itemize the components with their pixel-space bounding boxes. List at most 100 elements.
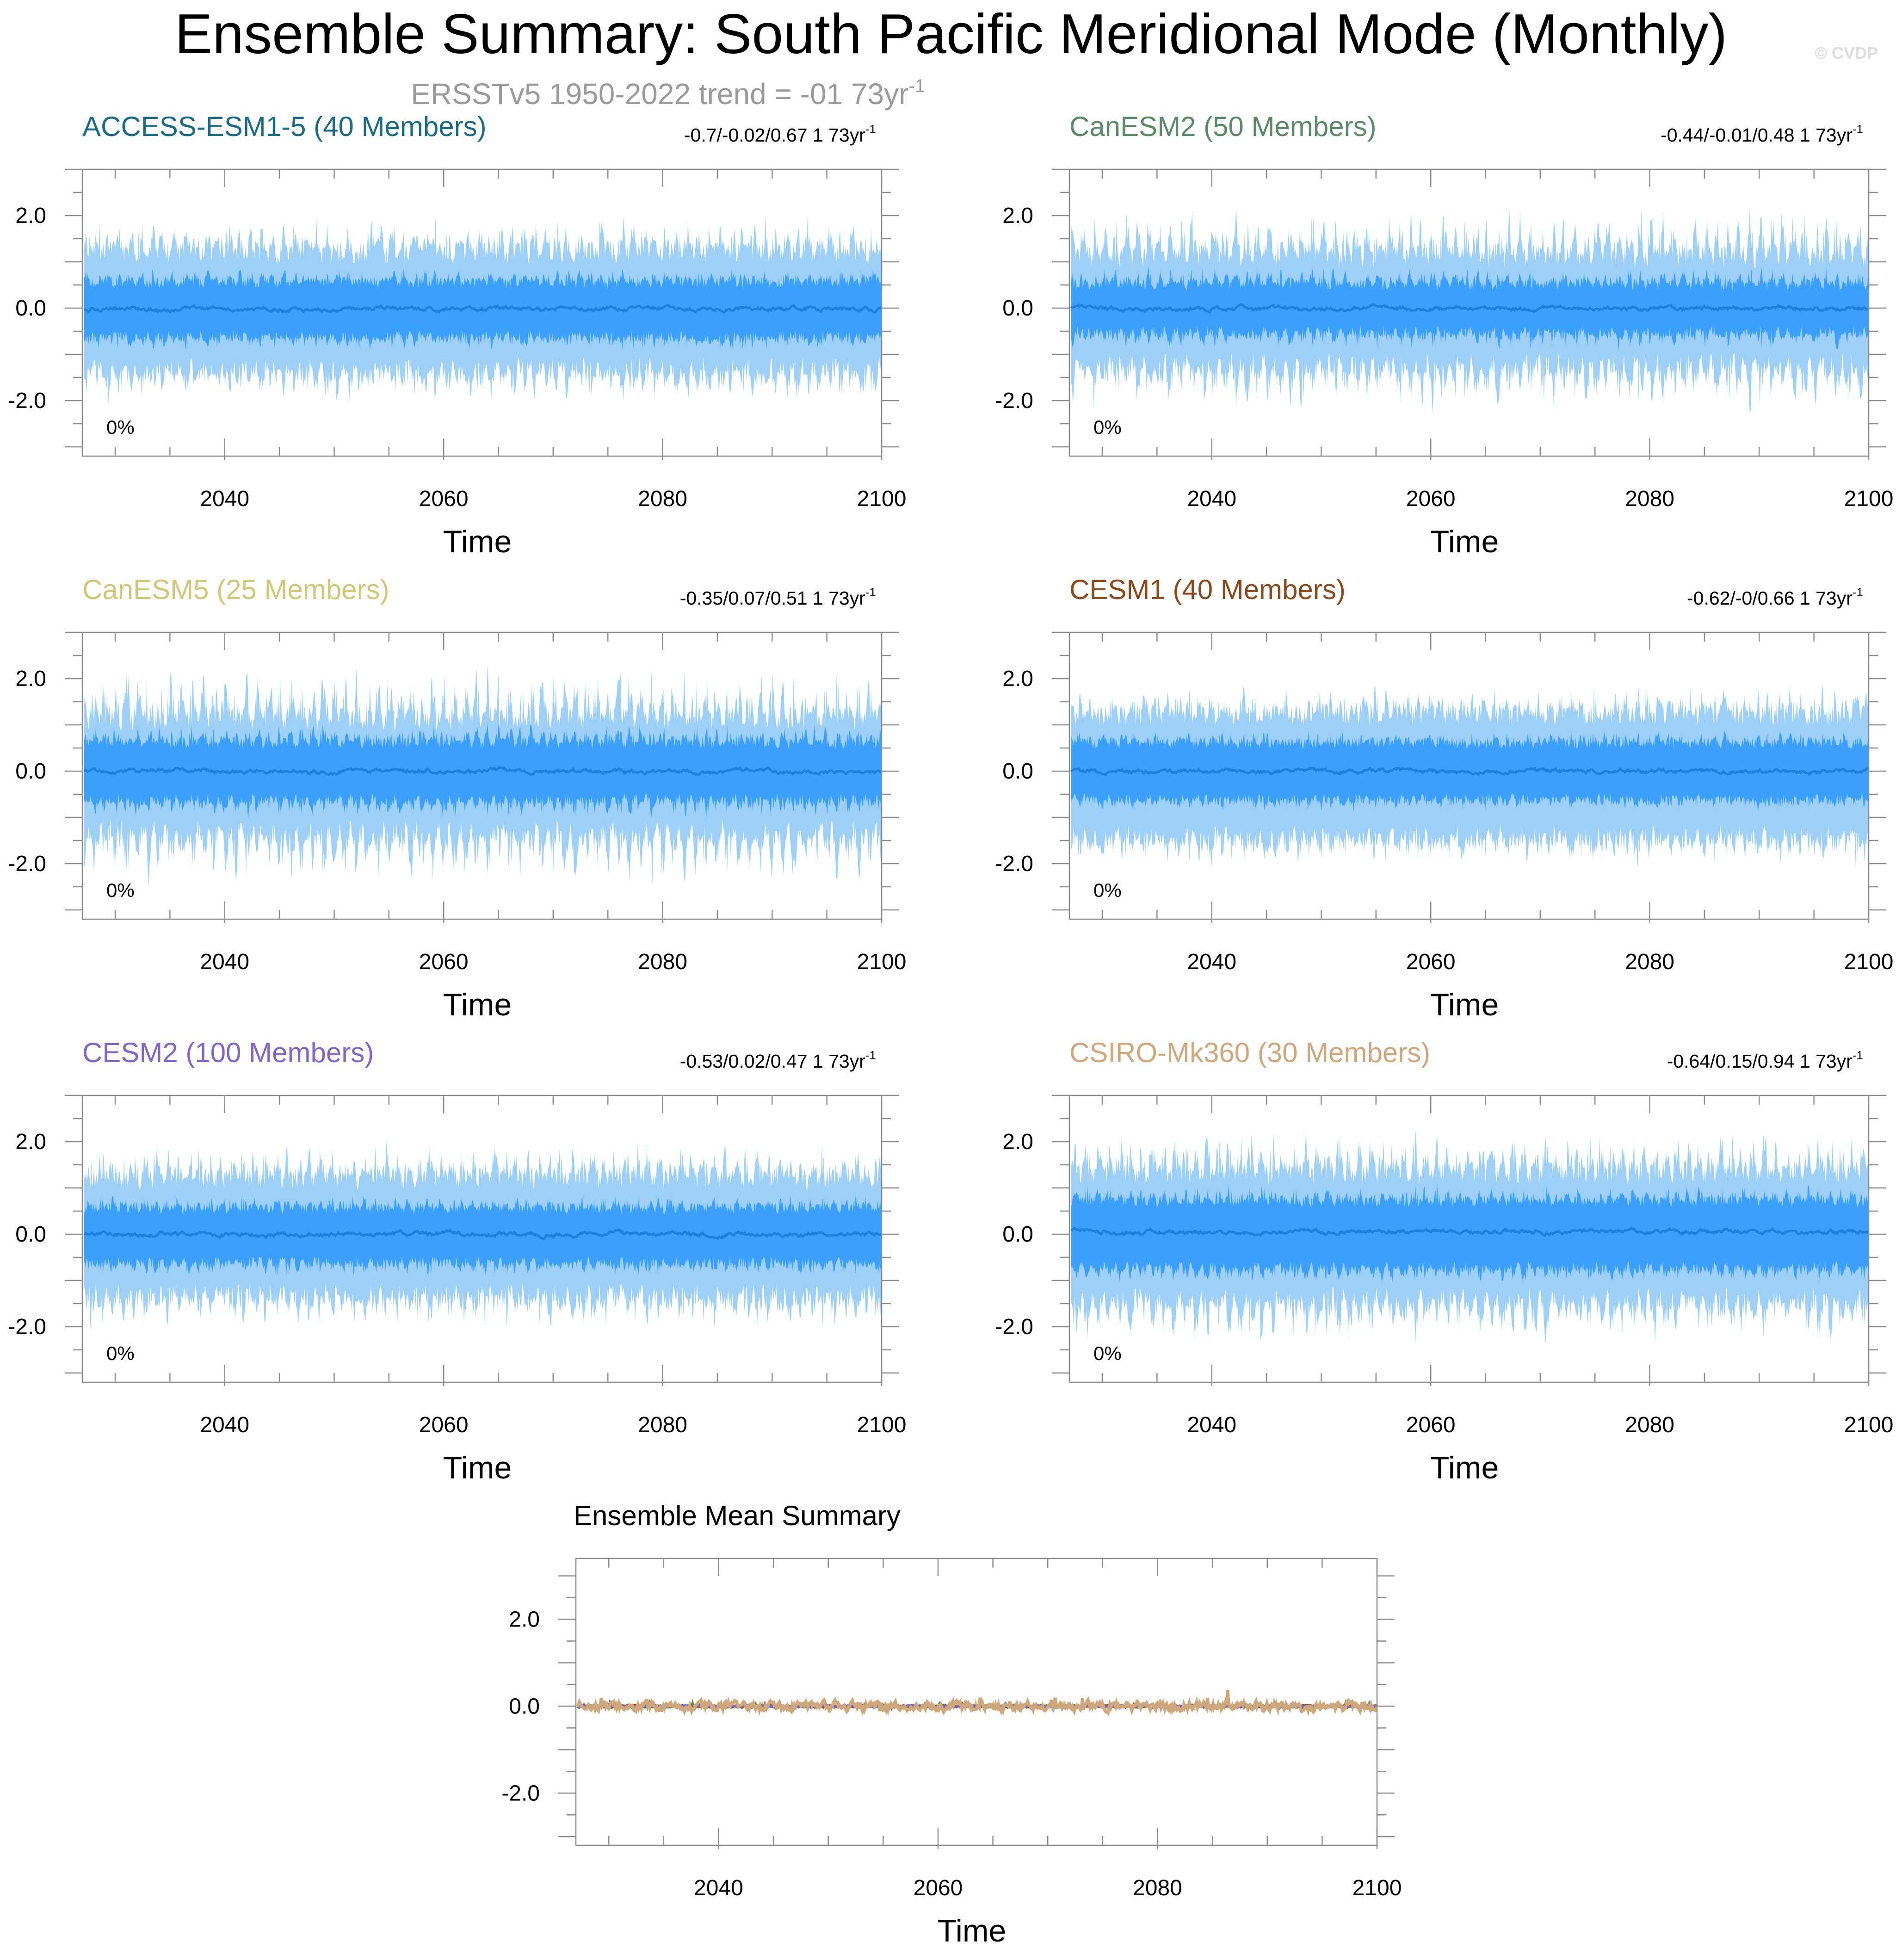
ensemble-mean-line xyxy=(1070,1226,1869,1237)
x-axis-title: Time xyxy=(938,1913,1007,1948)
x-tick-label: 2060 xyxy=(419,1413,469,1437)
x-tick-label: 2040 xyxy=(694,1876,743,1900)
chart-panel: CanESM2 (50 Members) -0.44/-0.01/0.48 1 7… xyxy=(995,111,1893,559)
x-tick-label: 2040 xyxy=(1187,1413,1236,1437)
x-axis-title: Time xyxy=(443,1450,512,1485)
x-axis-title: Time xyxy=(443,987,512,1022)
plot-area xyxy=(1070,207,1869,414)
figure-title: Ensemble Summary: South Pacific Meridion… xyxy=(175,2,1727,65)
percent-label: 0% xyxy=(1093,879,1122,901)
x-tick-label: 2080 xyxy=(1625,487,1674,511)
y-tick-label: -2.0 xyxy=(995,389,1033,413)
x-tick-label: 2080 xyxy=(638,950,687,974)
y-tick-label: -2.0 xyxy=(995,1315,1033,1339)
chart-panel: CESM1 (40 Members) -0.62/-0/0.66 1 73yr-1… xyxy=(995,574,1893,1022)
panel-title: ACCESS-ESM1-5 (40 Members) xyxy=(82,111,487,142)
y-tick-label: 0.0 xyxy=(509,1694,540,1719)
x-tick-label: 2100 xyxy=(1844,950,1894,974)
y-tick-label: -2.0 xyxy=(8,389,46,413)
trend-stats: -0.53/0.02/0.47 1 73yr-1 xyxy=(680,1048,876,1072)
y-tick-label: 2.0 xyxy=(1002,667,1033,691)
plot-frame xyxy=(1068,631,1870,920)
x-tick-label: 2080 xyxy=(1133,1876,1182,1900)
x-tick-label: 2060 xyxy=(1406,1413,1456,1437)
x-tick-label: 2100 xyxy=(857,1413,907,1437)
x-axis-title: Time xyxy=(1430,1450,1499,1485)
x-tick-label: 2060 xyxy=(419,950,469,974)
y-tick-label: -2.0 xyxy=(8,852,46,876)
plot-area xyxy=(576,1690,1377,1716)
ensemble-mean-line xyxy=(83,766,882,777)
trend-stats: -0.64/0.15/0.94 1 73yr-1 xyxy=(1667,1048,1863,1072)
plot-area xyxy=(83,664,882,887)
figure-subtitle: ERSSTv5 1950-2022 trend = -01 73yr-1 xyxy=(411,76,925,111)
panel-title: Ensemble Mean Summary xyxy=(574,1500,901,1531)
panel-title: CSIRO-Mk360 (30 Members) xyxy=(1069,1037,1430,1068)
plot-frame xyxy=(81,1094,883,1383)
x-tick-label: 2040 xyxy=(200,487,249,511)
plot-area xyxy=(1070,1129,1869,1344)
percent-label: 0% xyxy=(106,879,135,901)
x-tick-label: 2060 xyxy=(914,1876,963,1900)
x-tick-label: 2080 xyxy=(638,1413,687,1437)
panel-title: CanESM2 (50 Members) xyxy=(1069,111,1377,142)
inner-range-band xyxy=(1071,730,1868,812)
y-tick-label: 2.0 xyxy=(509,1608,540,1632)
x-tick-label: 2040 xyxy=(1187,950,1236,974)
trend-stats: -0.62/-0/0.66 1 73yr-1 xyxy=(1687,585,1863,609)
x-tick-label: 2100 xyxy=(1352,1876,1402,1900)
ensemble-mean-line xyxy=(1070,303,1869,314)
plot-frame xyxy=(81,631,883,920)
y-tick-label: 2.0 xyxy=(1002,204,1033,228)
y-tick-label: 0.0 xyxy=(1002,759,1033,784)
plot-frame xyxy=(575,1558,1378,1846)
percent-label: 0% xyxy=(106,1342,135,1364)
x-tick-label: 2100 xyxy=(1844,487,1894,511)
trend-stats: -0.7/-0.02/0.67 1 73yr-1 xyxy=(684,122,876,146)
chart-panel: Ensemble Mean Summary 2.0 0.0 -2.0 2040 2060 2… xyxy=(501,1500,1402,1948)
plot-frame xyxy=(81,168,883,457)
x-tick-label: 2060 xyxy=(1406,950,1456,974)
panel-title: CanESM5 (25 Members) xyxy=(82,574,389,605)
chart-panel: CanESM5 (25 Members) -0.35/0.07/0.51 1 73… xyxy=(8,574,906,1022)
y-tick-label: 2.0 xyxy=(1002,1130,1033,1154)
plot-area xyxy=(84,216,882,404)
plot-area xyxy=(83,1141,882,1330)
y-tick-label: 2.0 xyxy=(15,1130,46,1154)
plot-frame xyxy=(1068,168,1870,457)
chart-panel: CESM2 (100 Members) -0.53/0.02/0.47 1 73y… xyxy=(8,1037,906,1485)
trend-stats: -0.44/-0.01/0.48 1 73yr-1 xyxy=(1661,122,1863,146)
series-line xyxy=(576,1690,1377,1716)
plot-area xyxy=(1070,684,1869,869)
y-tick-label: 0.0 xyxy=(15,296,46,321)
percent-label: 0% xyxy=(1093,416,1122,438)
watermark-text: © CVDP xyxy=(1815,43,1878,62)
panel-title: CESM1 (40 Members) xyxy=(1069,574,1346,605)
x-tick-label: 2040 xyxy=(1187,487,1236,511)
x-tick-label: 2040 xyxy=(200,1413,249,1437)
y-tick-label: 2.0 xyxy=(15,204,46,228)
y-tick-label: 0.0 xyxy=(1002,296,1033,321)
x-tick-label: 2100 xyxy=(857,950,907,974)
panel-title: CESM2 (100 Members) xyxy=(82,1037,374,1068)
panels: ACCESS-ESM1-5 (40 Members) -0.7/-0.02/0.6… xyxy=(8,111,1893,1948)
x-axis-title: Time xyxy=(1430,987,1499,1022)
percent-label: 0% xyxy=(1093,1342,1122,1364)
x-axis-title: Time xyxy=(1430,524,1499,559)
x-tick-label: 2080 xyxy=(1625,950,1674,974)
y-tick-label: -2.0 xyxy=(8,1315,46,1339)
x-tick-label: 2080 xyxy=(1625,1413,1674,1437)
percent-label: 0% xyxy=(106,416,135,438)
x-axis-title: Time xyxy=(443,524,512,559)
y-tick-label: -2.0 xyxy=(501,1781,540,1805)
x-tick-label: 2060 xyxy=(1406,487,1456,511)
x-tick-label: 2080 xyxy=(638,487,687,511)
x-tick-label: 2060 xyxy=(419,487,469,511)
x-tick-label: 2100 xyxy=(857,487,907,511)
y-tick-label: 0.0 xyxy=(15,1222,46,1247)
chart-panel: ACCESS-ESM1-5 (40 Members) -0.7/-0.02/0.6… xyxy=(8,111,906,559)
y-tick-label: 0.0 xyxy=(1002,1222,1033,1247)
y-tick-label: -2.0 xyxy=(995,852,1033,876)
x-tick-label: 2100 xyxy=(1844,1413,1894,1437)
